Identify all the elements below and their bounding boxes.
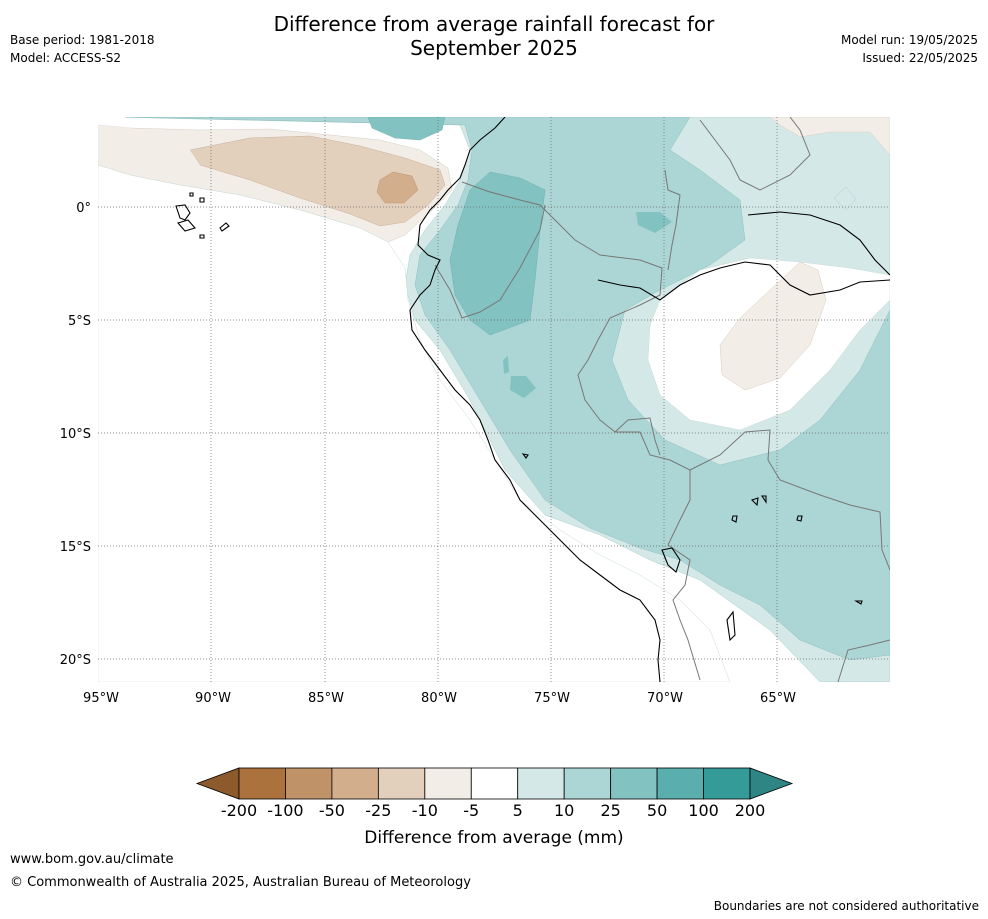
map-area bbox=[98, 117, 890, 682]
issued-date: Issued: 22/05/2025 bbox=[862, 51, 978, 65]
lon-tick-label: 75°W bbox=[534, 691, 570, 706]
run-info: Model run: 19/05/2025 Issued: 22/05/2025 bbox=[841, 31, 978, 67]
base-period: Base period: 1981-2018 bbox=[10, 33, 155, 47]
colorbar-tick-label: -100 bbox=[267, 801, 303, 820]
map-title: Difference from average rainfall forecas… bbox=[0, 12, 988, 60]
lon-tick-labels: 95°W 90°W 85°W 80°W 75°W 70°W 65°W bbox=[83, 691, 796, 706]
colorbar-swatch bbox=[377, 767, 426, 800]
colorbar-swatch bbox=[703, 767, 751, 800]
colorbar-tick-label: -10 bbox=[412, 801, 438, 820]
lon-tick-label: 80°W bbox=[421, 691, 457, 706]
lon-tick-label: 90°W bbox=[195, 691, 231, 706]
colorbar-tick-label: -200 bbox=[221, 801, 257, 820]
colorbar-tick-label: 200 bbox=[735, 801, 766, 820]
region-dry-5-10-inland bbox=[719, 261, 827, 391]
colorbar-extend-high bbox=[749, 767, 794, 800]
colorbar-swatch bbox=[424, 767, 472, 800]
lat-tick-labels: 0° 5°S 10°S 15°S 20°S bbox=[60, 201, 91, 668]
lon-tick-label: 95°W bbox=[83, 691, 119, 706]
colorbar-tick-label: 25 bbox=[600, 801, 620, 820]
lat-tick-label: 0° bbox=[76, 201, 91, 216]
colorbar bbox=[195, 767, 794, 800]
lat-tick-label: 20°S bbox=[60, 653, 91, 668]
region-wet-25-50-top bbox=[367, 117, 446, 141]
model-name: Model: ACCESS-S2 bbox=[10, 51, 122, 65]
colorbar-swatch bbox=[610, 767, 658, 800]
title-line-1: Difference from average rainfall forecas… bbox=[273, 12, 715, 36]
region-wet-25-50-patch-c bbox=[503, 356, 509, 374]
country-borders bbox=[434, 117, 890, 682]
region-wet-25-50-patch-a bbox=[636, 212, 672, 233]
colorbar-tick-label: 5 bbox=[513, 801, 523, 820]
lon-tick-label: 85°W bbox=[308, 691, 344, 706]
lat-tick-label: 5°S bbox=[68, 314, 91, 329]
base-info: Base period: 1981-2018 Model: ACCESS-S2 bbox=[10, 31, 155, 67]
model-run-date: Model run: 19/05/2025 bbox=[840, 33, 978, 47]
colorbar-swatch bbox=[656, 767, 704, 800]
colorbar-tick-label: -25 bbox=[365, 801, 391, 820]
region-dry-5-10-northeast bbox=[769, 117, 890, 156]
lat-tick-label: 10°S bbox=[60, 427, 91, 442]
colorbar-swatch bbox=[517, 767, 565, 800]
colorbar-swatch bbox=[331, 767, 379, 800]
colorbar-title: Difference from average (mm) bbox=[364, 828, 623, 848]
colorbar-tick-label: 50 bbox=[647, 801, 667, 820]
lon-tick-label: 70°W bbox=[647, 691, 683, 706]
region-wet-5-10-patch bbox=[833, 186, 857, 211]
copyright-notice: © Commonwealth of Australia 2025, Austra… bbox=[10, 875, 471, 890]
colorbar-tick-label: 100 bbox=[688, 801, 719, 820]
colorbar-tick-label: -50 bbox=[319, 801, 345, 820]
colorbar-extend-low bbox=[195, 767, 240, 800]
region-dry-10-25-north bbox=[189, 135, 446, 227]
region-wet-10-25 bbox=[124, 117, 890, 661]
region-wet-25-50-patch-b bbox=[510, 376, 536, 398]
colorbar-labels: -200 -100 -50 -25 -10 -5 5 10 25 50 100 200 bbox=[221, 801, 765, 820]
colorbar-swatch bbox=[238, 767, 286, 800]
region-dry-5-10-west bbox=[98, 125, 200, 175]
colorbar-swatch bbox=[563, 767, 612, 800]
lat-tick-label: 15°S bbox=[60, 540, 91, 555]
colorbar-swatch bbox=[470, 767, 519, 800]
boundaries-disclaimer: Boundaries are not considered authoritat… bbox=[713, 899, 979, 913]
graticule bbox=[98, 117, 890, 682]
colorbar-swatch bbox=[285, 767, 333, 800]
colorbar-tick-label: -5 bbox=[463, 801, 479, 820]
bom-url[interactable]: www.bom.gov.au/climate bbox=[10, 852, 174, 867]
coastline bbox=[175, 117, 890, 682]
lon-tick-label: 65°W bbox=[760, 691, 796, 706]
colorbar-tick-label: 10 bbox=[554, 801, 574, 820]
region-dry-25-50-core bbox=[376, 171, 419, 204]
region-neutral-top-strip bbox=[98, 117, 130, 124]
title-line-2: September 2025 bbox=[410, 36, 578, 60]
